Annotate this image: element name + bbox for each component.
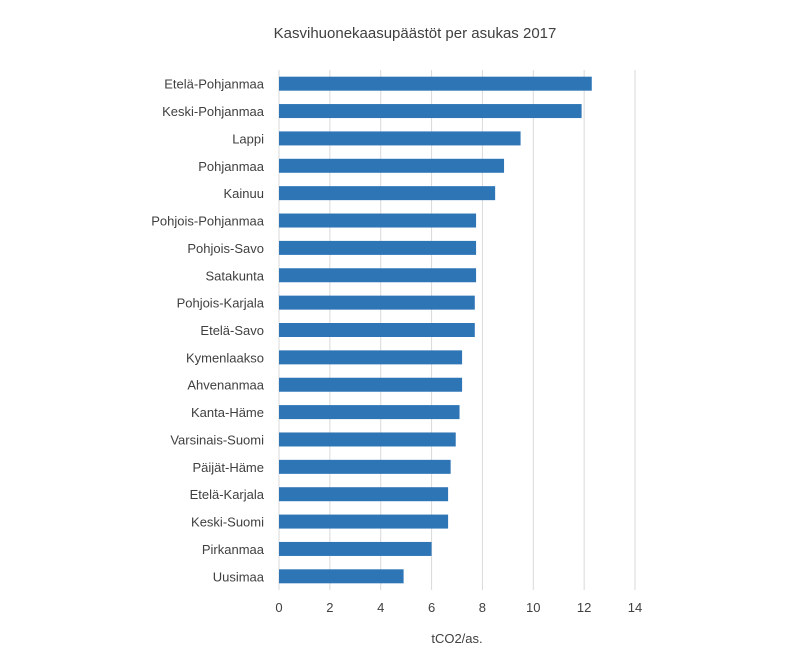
category-label: Pohjois-Savo bbox=[187, 241, 264, 256]
bar bbox=[279, 213, 477, 228]
category-label: Varsinais-Suomi bbox=[170, 432, 264, 447]
x-tick-label: 10 bbox=[526, 600, 540, 615]
category-label: Etelä-Savo bbox=[200, 323, 264, 338]
category-label: Pohjois-Pohjanmaa bbox=[151, 214, 265, 229]
bar bbox=[279, 569, 404, 584]
bar bbox=[279, 240, 477, 255]
x-axis-label: tCO2/as. bbox=[431, 631, 482, 646]
category-label: Satakunta bbox=[205, 268, 264, 283]
category-label: Pirkanmaa bbox=[202, 542, 265, 557]
bar bbox=[279, 268, 477, 283]
category-label: Etelä-Pohjanmaa bbox=[164, 77, 264, 92]
bar bbox=[279, 514, 449, 529]
bar bbox=[279, 487, 449, 502]
x-tick-label: 14 bbox=[628, 600, 642, 615]
category-label: Ahvenanmaa bbox=[187, 378, 264, 393]
bars bbox=[279, 76, 592, 584]
x-tick-label: 0 bbox=[275, 600, 282, 615]
bar bbox=[279, 295, 475, 310]
category-labels: Etelä-Pohjanmaa Keski-Pohjanmaa Lappi Pohja… bbox=[151, 77, 265, 585]
category-label: Pohjanmaa bbox=[198, 159, 265, 174]
bar bbox=[279, 432, 456, 447]
chart-title: Kasvihuonekaasupäästöt per asukas 2017 bbox=[274, 25, 557, 42]
category-label: Pohjois-Karjala bbox=[177, 296, 265, 311]
bar bbox=[279, 377, 463, 392]
bar bbox=[279, 158, 505, 173]
category-label: Keski-Suomi bbox=[191, 515, 264, 530]
bar bbox=[279, 131, 521, 146]
x-tick-labels: 0 2 4 6 8 10 12 14 bbox=[275, 600, 642, 615]
category-label: Lappi bbox=[232, 131, 264, 146]
category-label: Kainuu bbox=[224, 186, 264, 201]
x-tick-label: 12 bbox=[577, 600, 591, 615]
bar bbox=[279, 459, 451, 474]
bar bbox=[279, 405, 460, 420]
bar bbox=[279, 76, 592, 91]
category-label: Uusimaa bbox=[213, 569, 265, 584]
x-tick-label: 2 bbox=[326, 600, 333, 615]
bar bbox=[279, 323, 475, 337]
x-tick-label: 6 bbox=[428, 600, 435, 615]
category-label: Keski-Pohjanmaa bbox=[162, 104, 265, 119]
x-tick-label: 8 bbox=[479, 600, 486, 615]
bar bbox=[279, 350, 463, 365]
category-label: Etelä-Karjala bbox=[190, 487, 265, 502]
x-tick-label: 4 bbox=[377, 600, 384, 615]
bar bbox=[279, 104, 582, 119]
category-label: Päijät-Häme bbox=[192, 460, 264, 475]
category-label: Kanta-Häme bbox=[191, 405, 264, 420]
bar bbox=[279, 541, 432, 556]
category-label: Kymenlaakso bbox=[186, 350, 264, 365]
bar bbox=[279, 186, 496, 201]
